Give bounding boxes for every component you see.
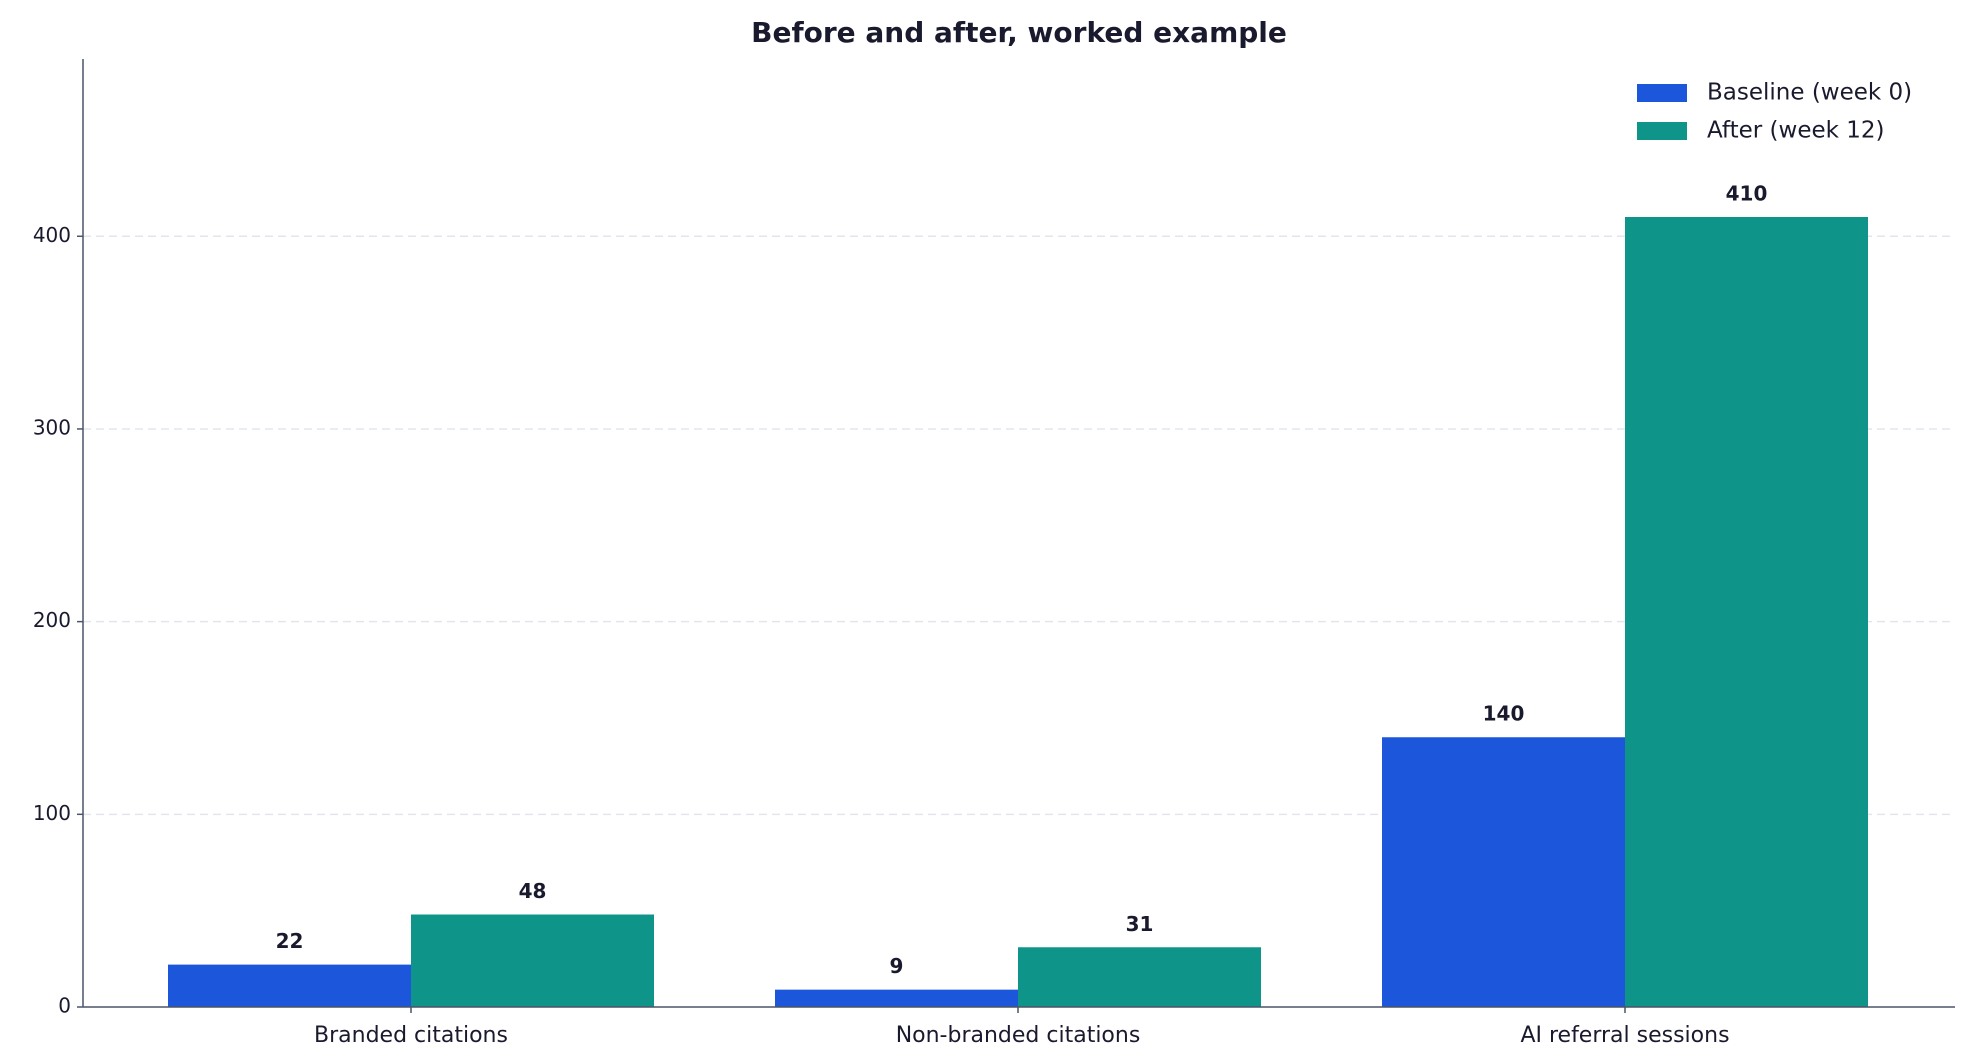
x-tick-label: Non-branded citations	[896, 1023, 1141, 1048]
legend-label: After (week 12)	[1707, 118, 1885, 144]
y-tick-label: 100	[33, 801, 71, 825]
value-label: 9	[890, 954, 904, 978]
bar	[1625, 217, 1868, 1007]
bar	[411, 914, 654, 1007]
value-label: 31	[1126, 912, 1154, 936]
y-tick-label: 400	[33, 223, 71, 247]
bar	[1018, 947, 1261, 1007]
legend-swatch	[1637, 122, 1687, 140]
x-tick-label: AI referral sessions	[1520, 1023, 1729, 1048]
x-tick-label: Branded citations	[314, 1023, 508, 1048]
bar	[775, 989, 1018, 1007]
legend-label: Baseline (week 0)	[1707, 80, 1912, 106]
bar	[1382, 737, 1625, 1007]
bar	[168, 964, 411, 1007]
y-tick-label: 0	[58, 994, 71, 1018]
y-tick-label: 300	[33, 415, 71, 439]
value-label: 48	[519, 879, 547, 903]
chart-title: Before and after, worked example	[751, 16, 1287, 49]
value-label: 22	[276, 929, 304, 953]
value-label: 140	[1483, 702, 1525, 726]
value-label: 410	[1726, 182, 1768, 206]
y-tick-label: 200	[33, 608, 71, 632]
legend-swatch	[1637, 84, 1687, 102]
